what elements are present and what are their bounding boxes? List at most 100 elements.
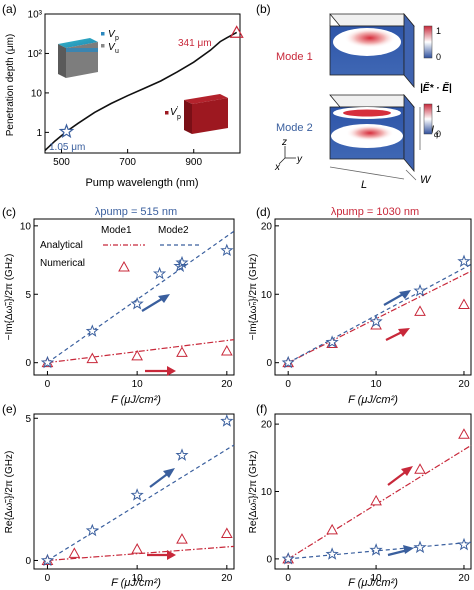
marker-triangle (458, 428, 470, 439)
axis-y: y (296, 154, 303, 165)
marker-triangle (220, 345, 233, 356)
marker-star (281, 355, 295, 369)
x-tick-label: 10 (371, 379, 383, 390)
legend-numerical: Numerical (40, 258, 85, 269)
y-tick-label: 10 (31, 88, 43, 99)
marker-star (58, 123, 75, 139)
marker-star (130, 488, 144, 501)
marker-star (369, 314, 383, 328)
chart-c-title: λpump = 515 nm (95, 206, 177, 218)
colorbar-2-min: 0 (436, 129, 441, 139)
panel-label-d: (d) (256, 205, 271, 219)
mode2-box (329, 93, 415, 173)
panel-f: 0 10 20 0 10 20 F (μJ/cm²) Re{Δω̃ₙ}/2π (GHz) (248, 413, 472, 589)
y-tick-label: 1 (36, 128, 42, 139)
dim-w: W (420, 174, 432, 186)
marker-triangle (176, 346, 188, 357)
y-axis-label: Re{Δω̃ₙ}/2π (GHz) (4, 451, 15, 534)
y-tick-label: 0 (266, 554, 272, 565)
inset-block-1: V p V u (58, 29, 119, 78)
y-axis-label: Penetration depth (μm) (5, 34, 16, 136)
marker-triangle (220, 527, 233, 538)
trend-arrows (147, 468, 176, 560)
marker-star (175, 448, 189, 461)
legend-analytical: Analytical (40, 240, 83, 251)
marker-star (325, 335, 339, 348)
axes-frame (33, 413, 235, 570)
dim-l: L (361, 179, 367, 191)
x-tick-label: 500 (53, 157, 70, 168)
marker-star (130, 296, 144, 310)
panel-e: 0 10 20 0 5 F (μJ/cm²) Re{Δω̃ₙ}/2π (GHz) (4, 413, 235, 589)
analytical-line-mode2 (47, 444, 235, 561)
marker-star (457, 254, 471, 268)
axes-frame (274, 218, 472, 376)
y-axis-label: Re{Δω̃ₙ}/2π (GHz) (248, 451, 259, 534)
axis-ticks: 0 10 20 0 5 (25, 414, 232, 584)
marker-star (369, 543, 383, 556)
axis-ticks: 0 10 20 0 5 10 (20, 221, 233, 390)
x-axis-label: Pump wavelength (nm) (85, 177, 198, 189)
label-vp-prime: V (170, 107, 178, 118)
label-vu: V (108, 42, 116, 53)
marker-triangle (370, 494, 382, 506)
marker-star (85, 324, 99, 337)
panel-c: λpump = 515 nm 0 10 20 0 5 10 Mode1 Mode2 Ana… (4, 206, 235, 406)
plot-area (40, 414, 235, 567)
marker-star (413, 540, 427, 554)
penetration-curve (44, 31, 238, 151)
colorbar-2 (423, 103, 433, 135)
marker-star (175, 255, 189, 269)
legend: Mode1 Mode2 Analytical Numerical (40, 225, 200, 273)
panel-label-f: (f) (256, 402, 267, 416)
x-tick-label: 20 (458, 379, 470, 390)
x-tick-label: 10 (132, 379, 144, 390)
y-tick-label: 0 (25, 556, 31, 567)
panel-label-b: (b) (256, 2, 271, 16)
x-axis-label: F (μJ/cm²) (348, 394, 398, 406)
marker-star (457, 537, 471, 551)
dim-w-line (405, 169, 417, 181)
analytical-line-mode2 (288, 541, 472, 560)
y-tick-label: 20 (261, 420, 273, 431)
colorbar-1-max: 1 (436, 26, 441, 36)
y-axis-label: −Im{Δω̃ₙ}/2π (GHz) (248, 254, 259, 341)
legend-marker-star (173, 258, 187, 273)
marker-star (85, 523, 99, 537)
annotation-depth-blue: 1.05 μm (49, 142, 85, 153)
coordinate-axes (278, 146, 296, 165)
panel-d: λpump = 1030 nm 0 10 20 0 10 20 F (μJ/cm²) −I… (248, 206, 472, 406)
x-tick-label: 20 (221, 573, 233, 584)
y-tick-label: 10 (261, 290, 273, 301)
marker-star (325, 547, 339, 560)
marker-triangle (131, 543, 143, 554)
y-tick-label: 20 (261, 221, 273, 232)
x-tick-label: 0 (285, 573, 291, 584)
plot-area (281, 254, 472, 369)
analytical-line-mode1 (287, 270, 472, 364)
analytical-line-mode2 (47, 230, 235, 364)
axis-ticks: 0 10 20 0 10 20 (261, 420, 470, 584)
trend-arrows (383, 290, 411, 341)
panel-b: Mode 1 Mode 2 H q L W z y x (274, 12, 452, 191)
y-tick-label: 0 (25, 358, 31, 369)
legend-mode2: Mode2 (158, 225, 189, 236)
y-tick-label: 10 (20, 221, 32, 232)
marker-triangle (414, 305, 426, 316)
axis-z: z (281, 137, 287, 148)
legend-mode1: Mode1 (101, 225, 132, 236)
x-tick-label: 700 (119, 157, 136, 168)
marker-triangle (229, 25, 244, 38)
marker-triangle (68, 547, 81, 558)
trend-arrows (387, 466, 414, 557)
marker-star (40, 355, 55, 369)
y-tick-label: 10² (28, 49, 43, 60)
trend-arrows (141, 294, 176, 376)
marker-star (220, 243, 234, 257)
y-tick-label: 5 (25, 290, 31, 301)
panel-label-e: (e) (2, 402, 17, 416)
x-tick-label: 20 (458, 573, 470, 584)
label-vp-sub: p (115, 35, 119, 42)
analytical-line-mode1 (47, 339, 235, 364)
